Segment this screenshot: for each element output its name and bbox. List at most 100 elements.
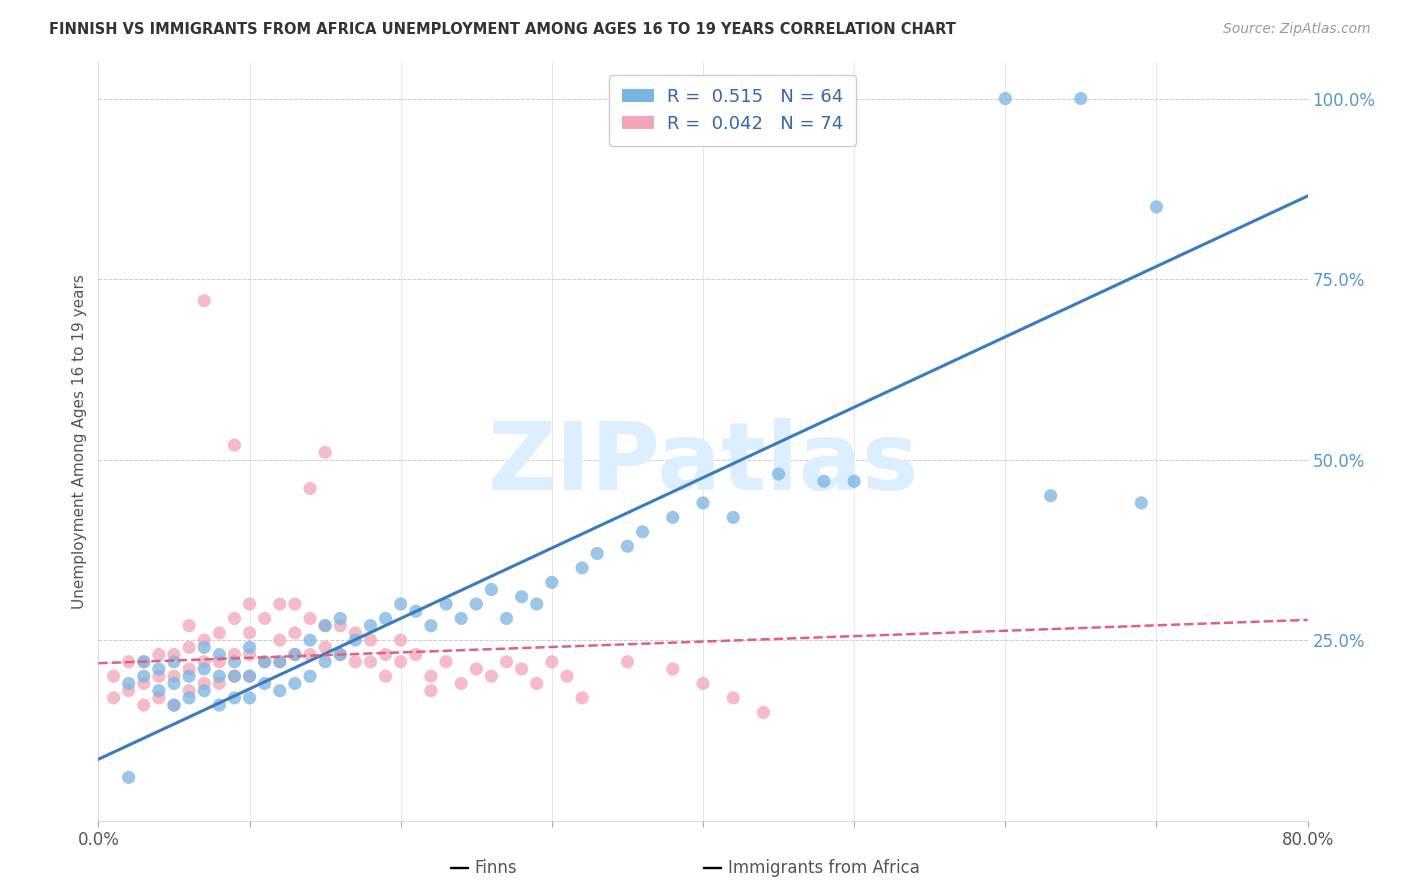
- Immigrants from Africa: [163, 669, 186, 683]
- Finns: [344, 633, 367, 648]
- Finns: [526, 597, 548, 611]
- Immigrants from Africa: [481, 669, 503, 683]
- Immigrants from Africa: [208, 626, 231, 640]
- Finns: [148, 662, 170, 676]
- Finns: [163, 655, 186, 669]
- Immigrants from Africa: [284, 597, 307, 611]
- Immigrants from Africa: [193, 676, 215, 690]
- Finns: [269, 655, 291, 669]
- Immigrants from Africa: [450, 676, 472, 690]
- Finns: [179, 690, 201, 705]
- Immigrants from Africa: [224, 611, 246, 625]
- Immigrants from Africa: [752, 706, 775, 720]
- Immigrants from Africa: [239, 669, 262, 683]
- Immigrants from Africa: [344, 655, 367, 669]
- Immigrants from Africa: [118, 683, 141, 698]
- Finns: [692, 496, 714, 510]
- Finns: [163, 676, 186, 690]
- Finns: [329, 611, 352, 625]
- Finns: [132, 655, 155, 669]
- Finns: [420, 618, 443, 632]
- Finns: [616, 539, 638, 553]
- Finns: [148, 683, 170, 698]
- Immigrants from Africa: [179, 662, 201, 676]
- Immigrants from Africa: [284, 648, 307, 662]
- Y-axis label: Unemployment Among Ages 16 to 19 years: Unemployment Among Ages 16 to 19 years: [72, 274, 87, 609]
- Immigrants from Africa: [193, 293, 215, 308]
- Immigrants from Africa: [132, 655, 155, 669]
- Immigrants from Africa: [193, 655, 215, 669]
- Finns: [1039, 489, 1062, 503]
- Finns: [208, 648, 231, 662]
- Immigrants from Africa: [239, 597, 262, 611]
- Immigrants from Africa: [284, 626, 307, 640]
- Immigrants from Africa: [360, 655, 382, 669]
- Immigrants from Africa: [224, 648, 246, 662]
- Immigrants from Africa: [269, 633, 291, 648]
- Text: Finns: Finns: [475, 859, 517, 877]
- Finns: [1070, 91, 1092, 105]
- Immigrants from Africa: [389, 633, 412, 648]
- Finns: [495, 611, 517, 625]
- Immigrants from Africa: [269, 655, 291, 669]
- Finns: [208, 698, 231, 712]
- Immigrants from Africa: [299, 482, 322, 496]
- Immigrants from Africa: [434, 655, 457, 669]
- Immigrants from Africa: [405, 648, 427, 662]
- Immigrants from Africa: [224, 669, 246, 683]
- Finns: [723, 510, 745, 524]
- Immigrants from Africa: [299, 611, 322, 625]
- Finns: [1144, 200, 1167, 214]
- Immigrants from Africa: [208, 676, 231, 690]
- Text: Source: ZipAtlas.com: Source: ZipAtlas.com: [1223, 22, 1371, 37]
- Immigrants from Africa: [179, 683, 201, 698]
- Finns: [540, 575, 562, 590]
- Immigrants from Africa: [103, 669, 125, 683]
- Finns: [405, 604, 427, 618]
- Immigrants from Africa: [179, 618, 201, 632]
- Immigrants from Africa: [692, 676, 714, 690]
- Finns: [224, 669, 246, 683]
- Immigrants from Africa: [389, 655, 412, 669]
- Immigrants from Africa: [374, 648, 396, 662]
- Immigrants from Africa: [465, 662, 488, 676]
- Finns: [163, 698, 186, 712]
- Finns: [179, 669, 201, 683]
- Immigrants from Africa: [616, 655, 638, 669]
- Finns: [299, 669, 322, 683]
- Finns: [434, 597, 457, 611]
- Finns: [329, 648, 352, 662]
- Finns: [813, 475, 835, 489]
- Immigrants from Africa: [163, 698, 186, 712]
- Finns: [253, 655, 276, 669]
- Immigrants from Africa: [420, 683, 443, 698]
- Immigrants from Africa: [329, 648, 352, 662]
- Immigrants from Africa: [253, 655, 276, 669]
- Immigrants from Africa: [148, 669, 170, 683]
- Immigrants from Africa: [555, 669, 578, 683]
- Immigrants from Africa: [253, 611, 276, 625]
- Immigrants from Africa: [360, 633, 382, 648]
- Immigrants from Africa: [661, 662, 683, 676]
- Immigrants from Africa: [239, 648, 262, 662]
- Finns: [269, 683, 291, 698]
- Finns: [193, 662, 215, 676]
- Finns: [768, 467, 790, 481]
- Legend: R =  0.515   N = 64, R =  0.042   N = 74: R = 0.515 N = 64, R = 0.042 N = 74: [609, 75, 856, 145]
- Immigrants from Africa: [224, 438, 246, 452]
- Immigrants from Africa: [329, 618, 352, 632]
- Finns: [450, 611, 472, 625]
- Immigrants from Africa: [299, 648, 322, 662]
- Finns: [571, 561, 593, 575]
- Immigrants from Africa: [132, 698, 155, 712]
- Immigrants from Africa: [314, 445, 336, 459]
- Immigrants from Africa: [269, 597, 291, 611]
- Finns: [118, 676, 141, 690]
- Immigrants from Africa: [540, 655, 562, 669]
- Finns: [299, 633, 322, 648]
- Immigrants from Africa: [148, 690, 170, 705]
- Finns: [844, 475, 866, 489]
- Finns: [132, 669, 155, 683]
- FancyBboxPatch shape: [703, 867, 721, 869]
- Finns: [118, 770, 141, 784]
